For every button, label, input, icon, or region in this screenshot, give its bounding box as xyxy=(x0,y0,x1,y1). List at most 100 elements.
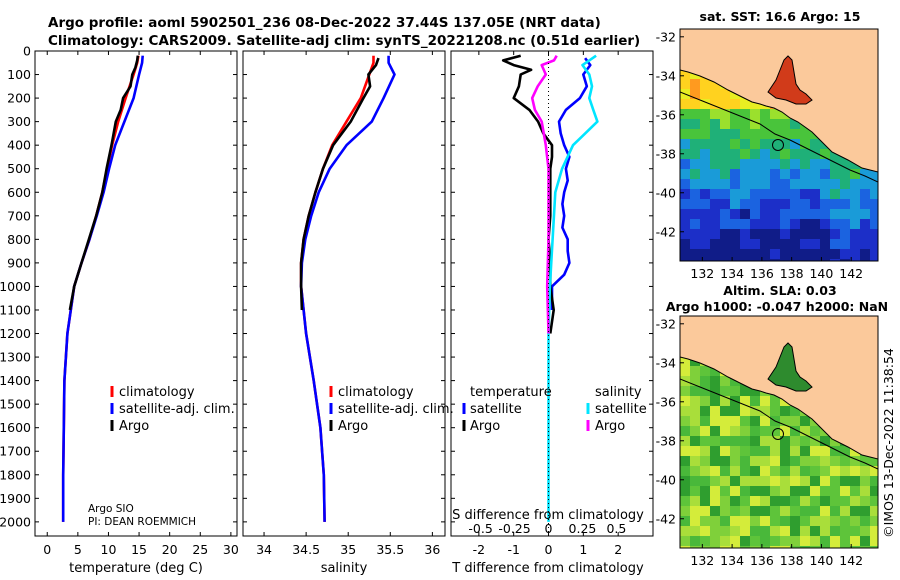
sst-cell xyxy=(700,139,710,149)
sst-cell xyxy=(690,199,700,209)
sst-cell xyxy=(720,109,730,119)
sla-cell xyxy=(840,546,850,548)
legend-label-climatology: climatology xyxy=(338,385,414,400)
sla-cell xyxy=(860,476,870,486)
sla-cell xyxy=(740,386,750,396)
sst-cell xyxy=(810,259,820,261)
sla-cell xyxy=(750,446,760,456)
sla-cell xyxy=(790,476,800,486)
sla-cell xyxy=(770,476,780,486)
sst-cell xyxy=(760,149,770,159)
sla-cell xyxy=(790,466,800,476)
sst-cell xyxy=(810,249,820,259)
x-tick-label: 25 xyxy=(192,542,208,557)
sla-cell xyxy=(680,366,690,376)
profile-lines xyxy=(61,51,599,536)
sla-cell xyxy=(840,456,850,466)
sla-cell xyxy=(840,536,850,546)
x-tick-label: 34.5 xyxy=(292,542,320,557)
sla-cell xyxy=(790,446,800,456)
sla-cell xyxy=(720,476,730,486)
sla-cell xyxy=(800,446,810,456)
sst-cell xyxy=(710,229,720,239)
sla-cell xyxy=(870,506,878,516)
sst-cell xyxy=(690,179,700,189)
x-tick-label: 15 xyxy=(131,542,147,557)
depth-tick-label: 400 xyxy=(7,138,31,153)
temperature-axis-label: temperature (deg C) xyxy=(69,561,203,576)
sla-cell xyxy=(760,516,770,526)
sst-cell xyxy=(730,219,740,229)
depth-tick-label: 900 xyxy=(7,255,31,270)
sst-cell xyxy=(730,209,740,219)
sst-cell xyxy=(820,229,830,239)
sla-cell xyxy=(810,516,820,526)
sst-cell xyxy=(850,209,860,219)
sla-cell xyxy=(720,386,730,396)
sla-cell xyxy=(830,546,840,548)
sla-cell xyxy=(740,546,750,548)
sst-cell xyxy=(680,79,690,89)
sla-cell xyxy=(720,406,730,416)
sla-cell xyxy=(770,426,780,436)
sst-cell xyxy=(690,219,700,229)
sla-cell xyxy=(700,416,710,426)
s-tick-label: -0.25 xyxy=(498,521,530,536)
sla-cell xyxy=(770,516,780,526)
sla-cell xyxy=(780,406,790,416)
sst-cell xyxy=(700,209,710,219)
sst-cell xyxy=(690,149,700,159)
sst-cell xyxy=(730,249,740,259)
map-x-tick-label: 138 xyxy=(780,553,804,568)
sst-cell xyxy=(740,189,750,199)
sla-map-frame xyxy=(679,315,879,549)
map-x-tick-label: 134 xyxy=(720,553,744,568)
sla-cell xyxy=(710,376,720,386)
sst-cell xyxy=(790,119,800,129)
sst-cell xyxy=(770,109,780,119)
sst-cell xyxy=(790,129,800,139)
sla-cell xyxy=(820,476,830,486)
sst-cell xyxy=(720,99,730,109)
sst-cell xyxy=(700,99,710,109)
sla-cell xyxy=(720,376,730,386)
sst-cell xyxy=(800,259,810,261)
sst-cell xyxy=(680,69,690,79)
sst-cell xyxy=(770,189,780,199)
sst-cell xyxy=(820,189,830,199)
sst-cell xyxy=(860,239,870,249)
sla-cell xyxy=(750,526,760,536)
sla-cell xyxy=(870,476,878,486)
sst-cell xyxy=(730,239,740,249)
sla-cell xyxy=(760,436,770,446)
sst-cell xyxy=(750,139,760,149)
sst-cell xyxy=(710,129,720,139)
sla-cell xyxy=(810,546,820,548)
sst-cell xyxy=(800,159,810,169)
map-y-tick-label: -34 xyxy=(656,355,676,370)
sla-land-mass xyxy=(680,316,878,460)
sst-cell xyxy=(750,119,760,129)
legend-title-salinity: salinity xyxy=(595,385,642,400)
sla-cell xyxy=(800,506,810,516)
sst-cell xyxy=(700,219,710,229)
sst-cell xyxy=(710,169,720,179)
sla-cell xyxy=(710,496,720,506)
sla-cell xyxy=(730,486,740,496)
sst-cell xyxy=(760,199,770,209)
sst-cell xyxy=(730,99,740,109)
sla-cell xyxy=(730,516,740,526)
temperature-panel xyxy=(34,50,238,537)
sst-cell xyxy=(840,189,850,199)
sst-cell xyxy=(690,99,700,109)
sst-cell xyxy=(750,189,760,199)
imos-credit: ©IMOS 13-Dec-2022 11:38:54 xyxy=(881,348,896,538)
sla-cell xyxy=(730,476,740,486)
sst-cell xyxy=(680,239,690,249)
sst-cell xyxy=(850,229,860,239)
sst-cell xyxy=(870,179,878,189)
sla-cell xyxy=(830,516,840,526)
sst-cell xyxy=(760,249,770,259)
sla-cell xyxy=(690,446,700,456)
